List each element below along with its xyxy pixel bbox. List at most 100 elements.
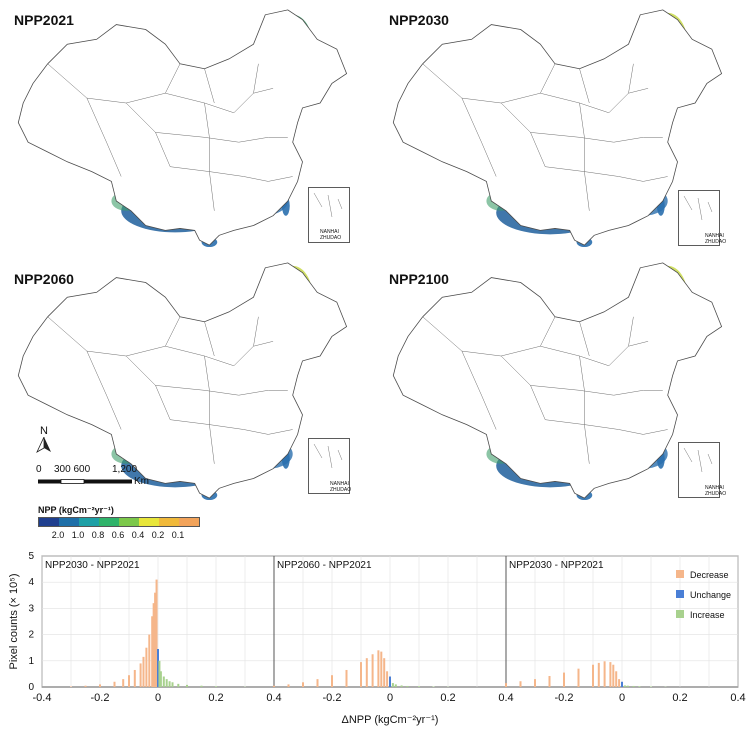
bar-decrease: [148, 635, 150, 687]
x-tick-label: 0: [387, 692, 393, 704]
bar-decrease: [70, 686, 72, 687]
histogram-svg: NPP2030 - NPP2021 NPP2060 - NPP2021 NPP203…: [0, 550, 750, 735]
legend-tick-label: 1.0: [72, 530, 85, 540]
bar-increase: [401, 685, 403, 687]
bar-increase: [172, 682, 174, 687]
bar-decrease: [609, 662, 611, 687]
bar-decrease: [615, 671, 617, 687]
panel-title: NPP2030 - NPP2021: [45, 560, 140, 571]
bar-decrease: [114, 682, 116, 687]
histogram-chart: NPP2030 - NPP2021 NPP2060 - NPP2021 NPP203…: [0, 550, 750, 735]
legend-tick-label: 0.8: [92, 530, 105, 540]
legend-label-increase: Increase: [690, 610, 725, 620]
panel-title: NPP2030 - NPP2021: [509, 560, 604, 571]
bar-decrease: [618, 679, 620, 687]
x-tick-label: 0.4: [266, 692, 281, 704]
bar-decrease: [578, 669, 580, 687]
bar-increase: [186, 685, 188, 687]
legend-tick-label: 0.6: [112, 530, 125, 540]
legend-tick-label: 0.1: [172, 530, 185, 540]
bar-decrease: [604, 661, 606, 687]
legend-tick-label: 0.4: [132, 530, 145, 540]
x-tick-label: 0.2: [440, 692, 455, 704]
npp-color-legend: [38, 517, 200, 527]
bar-increase: [163, 677, 165, 687]
bar-decrease: [99, 684, 101, 687]
scale-unit: Km: [134, 476, 149, 487]
legend-tick-label: 0.2: [152, 530, 165, 540]
bar-decrease: [140, 663, 142, 687]
bar-decrease: [122, 679, 124, 687]
legend-swatch: [159, 518, 179, 526]
bar-increase: [650, 686, 652, 687]
bar-decrease: [145, 648, 147, 687]
x-tick-label: 0.2: [672, 692, 687, 704]
x-tick-label: -0.2: [323, 692, 342, 704]
x-tick-label: 0: [155, 692, 161, 704]
scale-tick-mid: 300 600: [54, 464, 90, 475]
bar-decrease: [346, 670, 348, 687]
bar-unchange: [621, 682, 623, 687]
bar-increase: [633, 686, 635, 687]
bar-increase: [169, 681, 171, 687]
y-tick-label: 2: [28, 630, 34, 641]
x-tick-label: 0: [619, 692, 625, 704]
bar-increase: [166, 679, 168, 687]
bar-increase: [395, 684, 397, 687]
bar-decrease: [592, 665, 594, 687]
npp-legend-title: NPP (kgCm⁻²yr⁻¹): [38, 505, 114, 516]
bar-increase: [215, 686, 217, 687]
bar-increase: [392, 683, 394, 687]
legend-swatch-decrease: [676, 570, 684, 578]
bar-increase: [177, 684, 179, 687]
legend-swatch: [99, 518, 119, 526]
scale-bar-graphic: [38, 479, 133, 485]
x-tick-label: -0.4: [33, 692, 52, 704]
bar-decrease: [134, 670, 136, 687]
y-tick-label: 1: [28, 656, 34, 667]
x-tick-label: 0.4: [730, 692, 745, 704]
legend-swatch-increase: [676, 610, 684, 618]
legend-label-decrease: Decrease: [690, 570, 729, 580]
bar-decrease: [366, 658, 368, 687]
bar-increase: [406, 686, 408, 687]
bar-increase: [433, 686, 435, 687]
legend-swatch-unchange: [676, 590, 684, 598]
scale-tick-0: 0: [36, 464, 42, 475]
legend-swatch: [139, 518, 159, 526]
bar-decrease: [520, 681, 522, 687]
panel-title: NPP2060 - NPP2021: [277, 560, 372, 571]
legend-swatch: [119, 518, 139, 526]
bar-decrease: [331, 675, 333, 687]
npp-legend-ticks: 2.0 1.0 0.8 0.6 0.4 0.2 0.1: [38, 530, 200, 542]
y-tick-label: 3: [28, 603, 34, 614]
bar-increase: [624, 685, 626, 687]
x-tick-label: 0.4: [498, 692, 513, 704]
bar-decrease: [273, 686, 275, 687]
bar-increase: [201, 686, 203, 687]
bar-increase: [627, 686, 629, 687]
bar-decrease: [380, 652, 382, 687]
y-tick-label: 4: [28, 577, 34, 588]
bar-decrease: [302, 682, 304, 687]
legend-swatch: [179, 518, 199, 526]
bar-decrease: [143, 657, 145, 687]
bar-decrease: [377, 650, 379, 687]
bar-decrease: [534, 679, 536, 687]
bar-decrease: [360, 662, 362, 687]
legend-swatch: [59, 518, 79, 526]
bar-decrease: [563, 673, 565, 687]
bar-decrease: [372, 654, 374, 687]
legend-label-unchange: Unchange: [690, 590, 731, 600]
bar-decrease: [317, 679, 319, 687]
bar-decrease: [383, 658, 385, 687]
bar-unchange: [389, 677, 391, 687]
map-graphic: [5, 5, 355, 250]
x-tick-label: -0.2: [555, 692, 574, 704]
